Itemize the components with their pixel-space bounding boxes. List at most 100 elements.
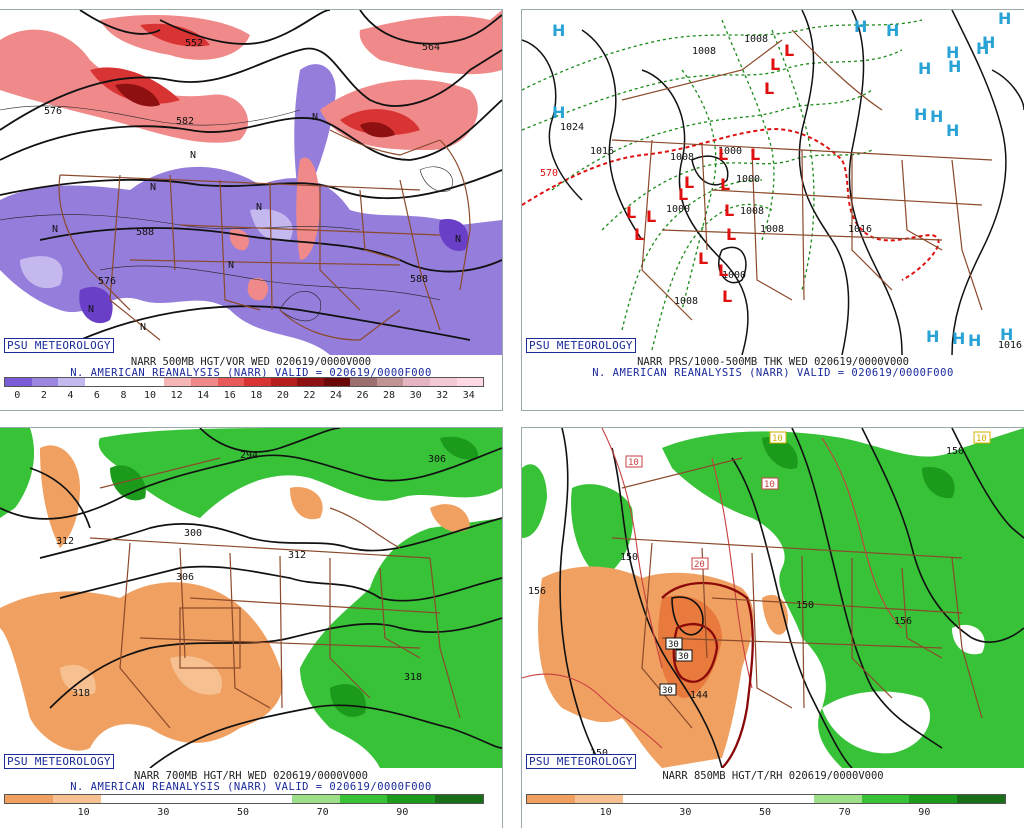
map-plot: 150 156 150 156 144 150 150 10 10 20 30 …	[522, 428, 1024, 768]
colorbar-swatch	[52, 795, 101, 803]
high-pressure-marker: H	[948, 57, 961, 76]
vort-min-label: N	[190, 150, 196, 161]
psu-meteorology-label: PSU METEOROLOGY	[4, 338, 114, 353]
high-pressure-marker: H	[946, 43, 959, 62]
colorbar-ticks: 0 2 4 6 8 10 12 14 16 18 20 22 24 26 28 30 32 34	[4, 390, 482, 402]
contour-labels: 552 564 576 582 588 576 588	[44, 38, 440, 287]
colorbar-tick-label: 90	[918, 807, 931, 818]
contour-label: 144	[690, 690, 708, 701]
high-pressure-marker: H	[952, 329, 965, 348]
low-pressure-marker: L	[718, 261, 728, 280]
isobar-label: 1000	[736, 174, 760, 185]
low-pressure-marker: L	[626, 203, 636, 222]
colorbar-swatch	[718, 795, 766, 803]
colorbar-swatch	[297, 378, 324, 386]
thickness-label: 570	[540, 168, 558, 179]
caption-product: NARR 500MB HGT/VOR WED 020619/0000V000	[130, 356, 372, 368]
caption-product: NARR PRS/1000-500MB THK WED 020619/0000V…	[637, 356, 909, 368]
map-plot: 552 564 576 582 588 576 588 N N N N N N …	[0, 10, 502, 355]
temperature-label: 10	[764, 480, 775, 490]
colorbar-tick-label: 12	[170, 390, 183, 401]
colorbar-swatch	[164, 378, 191, 386]
colorbar	[526, 794, 1006, 804]
high-pressure-marker: H	[552, 21, 565, 40]
colorbar-swatch	[430, 378, 457, 386]
colorbar-swatch	[196, 795, 244, 803]
vort-min-label: N	[52, 224, 58, 235]
colorbar-swatch	[765, 795, 814, 803]
psu-meteorology-label: PSU METEOROLOGY	[4, 754, 114, 769]
colorbar-swatch	[190, 378, 218, 386]
high-pressure-marker: H	[886, 21, 899, 40]
colorbar-swatch	[574, 795, 623, 803]
colorbar-swatch	[350, 378, 377, 386]
contour-label: 588	[136, 227, 154, 238]
low-pressure-marker: L	[726, 225, 736, 244]
colorbar-swatch	[323, 378, 351, 386]
isobar-label: 1008	[674, 296, 698, 307]
contour-label: 576	[44, 106, 62, 117]
low-pressure-marker: L	[722, 287, 732, 306]
contour-label: 564	[422, 42, 440, 53]
isobar-label: 1016	[590, 146, 614, 157]
colorbar-swatch	[100, 795, 149, 803]
low-pressure-marker: L	[784, 41, 794, 60]
contour-label: 318	[72, 688, 90, 699]
contour-label: 150	[796, 600, 814, 611]
panel-sfc-pressure-thickness: 1008 1008 1024 1016 1008 1000 1000 1008 …	[521, 9, 1024, 411]
isobar-label: 1016	[998, 340, 1022, 351]
contour-label: 300	[184, 528, 202, 539]
colorbar-swatch	[456, 378, 484, 386]
colorbar-tick-label: 50	[236, 807, 250, 818]
colorbar-swatch	[111, 378, 138, 386]
colorbar-tick-label: 0	[14, 390, 21, 401]
low-pressure-marker: L	[720, 175, 730, 194]
high-pressure-marker: H	[976, 39, 989, 58]
map-plot: 1008 1008 1024 1016 1008 1000 1000 1008 …	[522, 10, 1024, 355]
high-pressure-marker: H	[552, 103, 565, 122]
colorbar-tick-label: 50	[758, 807, 772, 818]
caption-valid: N. AMERICAN REANALYSIS (NARR) VALID = 02…	[70, 367, 432, 379]
isobar-label: 1024	[560, 122, 584, 133]
isobar-labels: 1008 1008 1024 1016 1008 1000 1000 1008 …	[540, 34, 1022, 351]
colorbar-swatch	[387, 795, 436, 803]
colorbar-tick-label: 6	[93, 390, 100, 401]
colorbar-tick-label: 2	[40, 390, 47, 401]
contour-label: 150	[946, 446, 964, 457]
colorbar-tick-label: 14	[197, 390, 210, 401]
colorbar-tick-label: 10	[77, 807, 90, 818]
high-pressure-marker: H	[914, 105, 927, 124]
panel-700mb-hgt-rh: 294 306 300 306 312 312 318 318 PSU METE…	[0, 427, 503, 828]
high-pressure-marker: H	[968, 331, 981, 350]
colorbar-swatch	[5, 378, 32, 386]
contour-labels: 150 156 150 156 144 150 150	[528, 446, 964, 759]
colorbar-tick-label: 70	[838, 807, 851, 818]
panel-850mb-hgt-t-rh: 150 156 150 156 144 150 150 10 10 20 30 …	[521, 427, 1024, 828]
colorbar-swatch	[861, 795, 910, 803]
colorbar-tick-label: 70	[316, 807, 329, 818]
colorbar-swatch	[84, 378, 112, 386]
low-pressure-markers: L L L L L L L L L L L L L L L L	[626, 41, 794, 306]
colorbar-swatch	[670, 795, 719, 803]
temperature-label: 20	[694, 560, 705, 570]
vorticity-minima-labels: N N N N N N N N N	[52, 112, 461, 333]
isobar-label: 1008	[740, 206, 764, 217]
contour-label: 156	[894, 616, 912, 627]
colorbar-swatch	[813, 795, 862, 803]
psu-meteorology-label: PSU METEOROLOGY	[526, 338, 636, 353]
colorbar-swatch	[243, 795, 292, 803]
vort-min-label: N	[256, 202, 262, 213]
vort-min-label: N	[228, 260, 234, 271]
contour-label: 318	[404, 672, 422, 683]
map-plot: 294 306 300 306 312 312 318 318	[0, 428, 502, 768]
temperature-label: 30	[678, 652, 689, 662]
isobar-label: 1008	[744, 34, 768, 45]
map-500mb-vorticity: 552 564 576 582 588 576 588 N N N N N N …	[0, 10, 502, 355]
high-pressure-marker: H	[854, 17, 867, 36]
panel-500mb-hgt-vor: 552 564 576 582 588 576 588 N N N N N N …	[0, 9, 503, 411]
temperature-labels: 10 10 20 30 30 30 10 10	[625, 431, 991, 696]
isobar-label: 1000	[722, 270, 746, 281]
isobar-label: 1000	[718, 146, 742, 157]
contour-label: 312	[56, 536, 74, 547]
isobar-label: 1008	[692, 46, 716, 57]
